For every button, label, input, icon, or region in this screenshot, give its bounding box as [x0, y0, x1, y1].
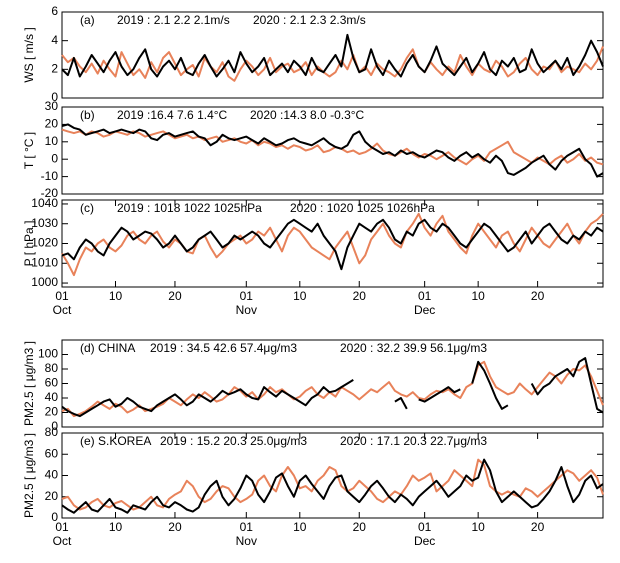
month-label: Nov: [236, 534, 257, 548]
month-label: Oct: [53, 534, 72, 548]
month-label: Oct: [53, 303, 72, 317]
y-tick-label: 60: [45, 446, 59, 460]
series-line: [61, 458, 604, 511]
month-label: Dec: [414, 303, 435, 317]
plot-frame: [61, 339, 604, 428]
y-tick-label: -10: [41, 169, 59, 183]
x-tick-label: 20: [531, 289, 545, 303]
y-tick-label: 1010: [31, 255, 58, 269]
y-tick-label: 20: [45, 489, 59, 503]
x-tick-label: 10: [109, 520, 123, 534]
series-line: [61, 212, 604, 277]
y-axis-label: P [ hPa ]: [22, 221, 36, 267]
x-tick-label: 20: [168, 520, 182, 534]
y-tick-label: 100: [38, 347, 58, 361]
y-tick-label: 6: [51, 4, 58, 18]
series-line: [61, 128, 604, 166]
y-tick-label: 4: [51, 33, 58, 47]
x-tick-label: 10: [293, 520, 307, 534]
x-tick-label: 01: [240, 520, 254, 534]
x-tick-label: 10: [471, 289, 485, 303]
x-tick-label: 01: [55, 289, 69, 303]
series-line: [61, 360, 604, 418]
panel-label: (a): [80, 13, 95, 27]
x-tick-label: 01: [240, 289, 254, 303]
y-tick-label: 40: [45, 390, 59, 404]
panel-label: (c): [80, 201, 94, 215]
y-tick-label: 2: [51, 62, 58, 76]
legend-entry: 2019 : 1018 1022 1025hPa: [117, 201, 262, 215]
legend-entry: 2019 : 2.1 2.2 2.1m/s: [117, 13, 230, 27]
legend-entry: 2019 : 34.5 42.6 57.4μg/m3: [150, 341, 297, 355]
y-tick-label: 1040: [31, 196, 58, 210]
y-axis-label: PM2.5 [ μg/m3 ]: [22, 341, 36, 426]
y-tick-label: 0: [51, 510, 58, 524]
legend-entry: 2019 :16.4 7.6 1.4°C: [117, 108, 228, 122]
legend-entry: 2020 :14.3 8.0 -0.3°C: [250, 108, 365, 122]
y-tick-label: 1000: [31, 275, 58, 289]
y-axis-label: WS [ m/s ]: [22, 27, 36, 82]
y-tick-label: 0: [51, 90, 58, 104]
y-tick-label: 1020: [31, 236, 58, 250]
series-line: [61, 33, 604, 78]
series-line: [61, 458, 604, 514]
x-tick-label: 20: [353, 289, 367, 303]
y-tick-label: 30: [45, 99, 59, 113]
x-tick-label: 20: [168, 289, 182, 303]
x-tick-label: 20: [353, 520, 367, 534]
x-tick-label: 20: [531, 520, 545, 534]
panel-label: (b): [80, 108, 95, 122]
panel-label: (e) S.KOREA: [80, 434, 151, 448]
series-line: [61, 218, 604, 271]
x-tick-label: 01: [418, 289, 432, 303]
y-tick-label: 0: [51, 151, 58, 165]
x-tick-label: 10: [109, 289, 123, 303]
y-tick-label: 1030: [31, 216, 58, 230]
legend-entry: 2019 : 15.2 20.3 25.0μg/m3: [160, 434, 307, 448]
y-tick-label: 60: [45, 376, 59, 390]
panel-label: (d) CHINA: [80, 341, 135, 355]
x-tick-label: 01: [418, 520, 432, 534]
month-label: Dec: [414, 534, 435, 548]
y-tick-label: 80: [45, 425, 59, 439]
y-tick-label: 0: [51, 419, 58, 433]
legend-entry: 2020 : 32.2 39.9 56.1μg/m3: [340, 341, 487, 355]
y-axis-label: PM2.5 [ μg/m3 ]: [22, 433, 36, 518]
y-tick-label: -20: [41, 186, 59, 200]
y-tick-label: 40: [45, 468, 59, 482]
month-label: Nov: [236, 303, 257, 317]
y-tick-label: 10: [45, 134, 59, 148]
series-line: [61, 123, 604, 178]
y-tick-label: 20: [45, 117, 59, 131]
legend-entry: 2020 : 17.1 20.3 22.7μg/m3: [340, 434, 487, 448]
x-tick-label: 10: [471, 520, 485, 534]
x-tick-label: 10: [293, 289, 307, 303]
x-tick-label: 01: [55, 520, 69, 534]
y-tick-label: 20: [45, 405, 59, 419]
legend-entry: 2020 : 2.1 2.3 2.3m/s: [253, 13, 366, 27]
plot-frame: [61, 106, 604, 195]
legend-entry: 2020 : 1020 1025 1026hPa: [290, 201, 435, 215]
y-tick-label: 80: [45, 361, 59, 375]
y-axis-label: T [ °C ]: [22, 132, 36, 169]
series-line: [61, 357, 604, 418]
series-line: [61, 46, 604, 82]
